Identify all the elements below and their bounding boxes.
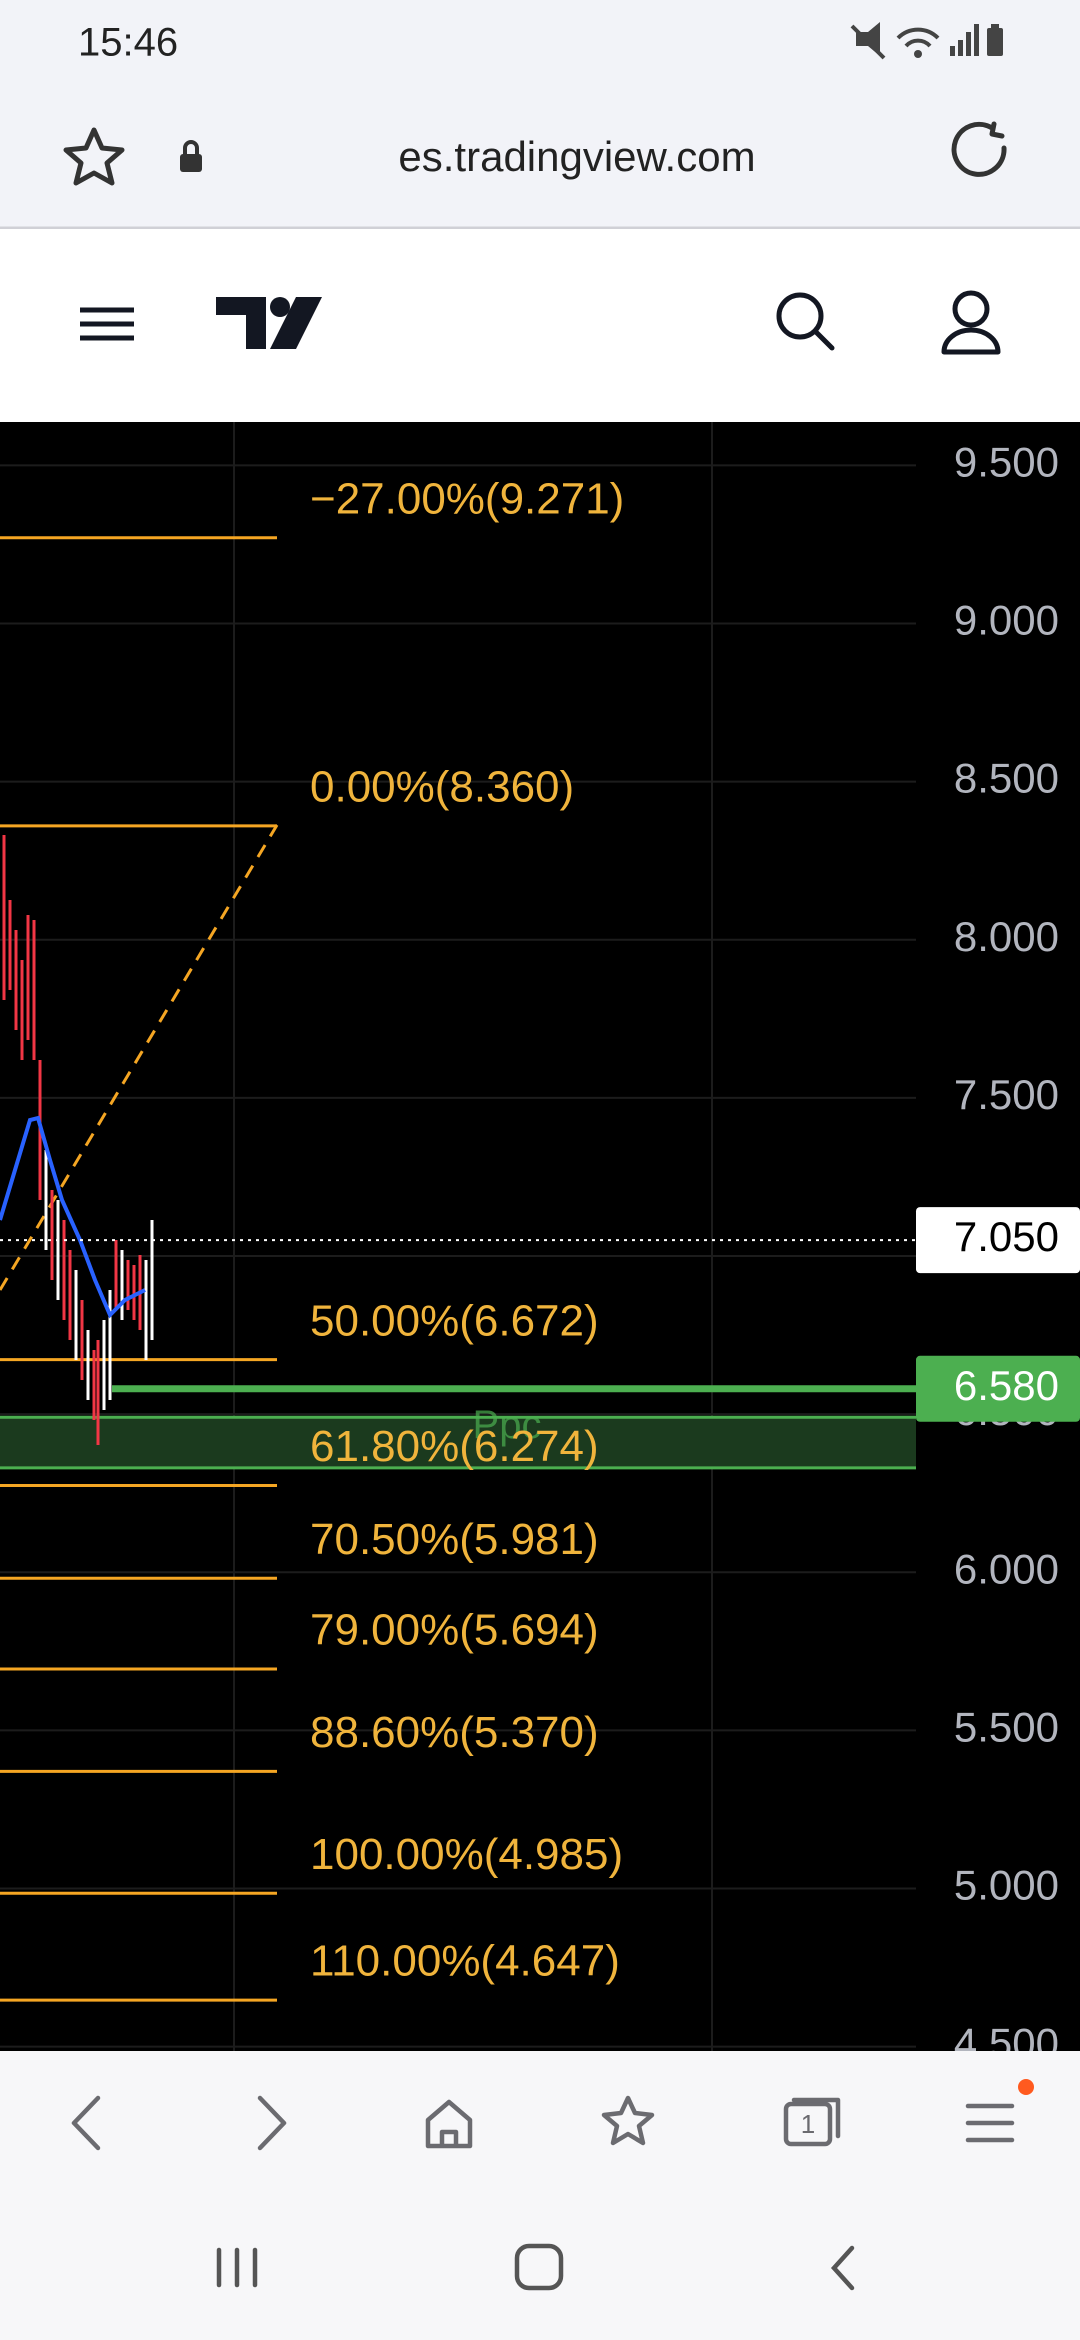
price-axis: 9.5009.0008.5008.0007.5007.0006.5006.000… bbox=[0, 438, 1080, 2067]
home-button[interactable] bbox=[425, 2099, 473, 2149]
browser-nav bbox=[0, 2051, 1080, 2340]
bookmark-star[interactable] bbox=[63, 127, 125, 186]
horizontal-line-label: 6.580 bbox=[954, 1362, 1059, 1409]
forward-button[interactable] bbox=[257, 2095, 287, 2151]
horizontal-line-box bbox=[916, 1355, 1080, 1422]
price-tick-label: 5.500 bbox=[954, 1703, 1059, 1750]
recent-apps[interactable] bbox=[216, 2247, 258, 2288]
fib-label: 0.00%(8.360) bbox=[310, 762, 574, 811]
tabs-button[interactable]: 1 bbox=[783, 2097, 841, 2147]
moving-average bbox=[0, 1115, 146, 1319]
price-tick-label: 6.000 bbox=[954, 1545, 1059, 1592]
price-tick-label: 8.500 bbox=[954, 755, 1059, 802]
fib-trend-line bbox=[0, 824, 279, 1291]
status-time: 15:46 bbox=[78, 21, 178, 65]
url[interactable]: es.tradingview.com bbox=[398, 133, 755, 180]
fib-retracement: −27.00%(9.271) 0.00%(8.360) 50.00%(6.672) 6… bbox=[0, 474, 624, 2002]
zone-box bbox=[0, 1417, 916, 1468]
fib-label: 88.60%(5.370) bbox=[310, 1708, 599, 1757]
browser-menu[interactable] bbox=[965, 2079, 1034, 2143]
back-key[interactable] bbox=[830, 2245, 855, 2291]
fib-label: 110.00%(4.647) bbox=[310, 1937, 620, 1986]
home-key[interactable] bbox=[514, 2243, 564, 2291]
status-icons bbox=[850, 22, 1003, 60]
price-tick-label: 9.500 bbox=[954, 438, 1059, 485]
bookmarks-button[interactable] bbox=[601, 2095, 655, 2146]
grid bbox=[0, 422, 916, 2051]
system-nav bbox=[216, 2243, 855, 2291]
price-tick-label: 5.000 bbox=[954, 1862, 1059, 1909]
candles bbox=[2, 835, 154, 1445]
reload-button[interactable] bbox=[951, 121, 1007, 177]
fib-label: 50.00%(6.672) bbox=[310, 1296, 599, 1345]
search-button[interactable] bbox=[776, 292, 835, 351]
lock-icon bbox=[180, 140, 202, 172]
price-tick-label: 9.000 bbox=[954, 597, 1059, 644]
price-tick-label: 8.000 bbox=[954, 913, 1059, 960]
back-button[interactable] bbox=[71, 2095, 101, 2151]
fib-label: −27.00%(9.271) bbox=[310, 474, 624, 523]
fib-label: 79.00%(5.694) bbox=[310, 1606, 599, 1655]
fib-label: 61.80%(6.274) bbox=[310, 1422, 599, 1471]
user-button[interactable] bbox=[941, 290, 1001, 355]
last-price-label: 7.050 bbox=[954, 1213, 1059, 1260]
zone-label: Ppc bbox=[473, 1403, 542, 1447]
tabs-count: 1 bbox=[801, 2109, 815, 2139]
site-header bbox=[0, 229, 1080, 422]
chart-area bbox=[0, 422, 1080, 2051]
last-price-box bbox=[916, 1207, 1080, 1274]
tradingview-logo[interactable] bbox=[216, 297, 322, 349]
fib-label: 100.00%(4.985) bbox=[310, 1830, 623, 1879]
price-tick-label: 7.500 bbox=[954, 1071, 1059, 1118]
zone: Ppc bbox=[0, 1403, 916, 1470]
fib-label: 70.50%(5.981) bbox=[310, 1515, 599, 1564]
menu-button[interactable] bbox=[80, 307, 134, 341]
